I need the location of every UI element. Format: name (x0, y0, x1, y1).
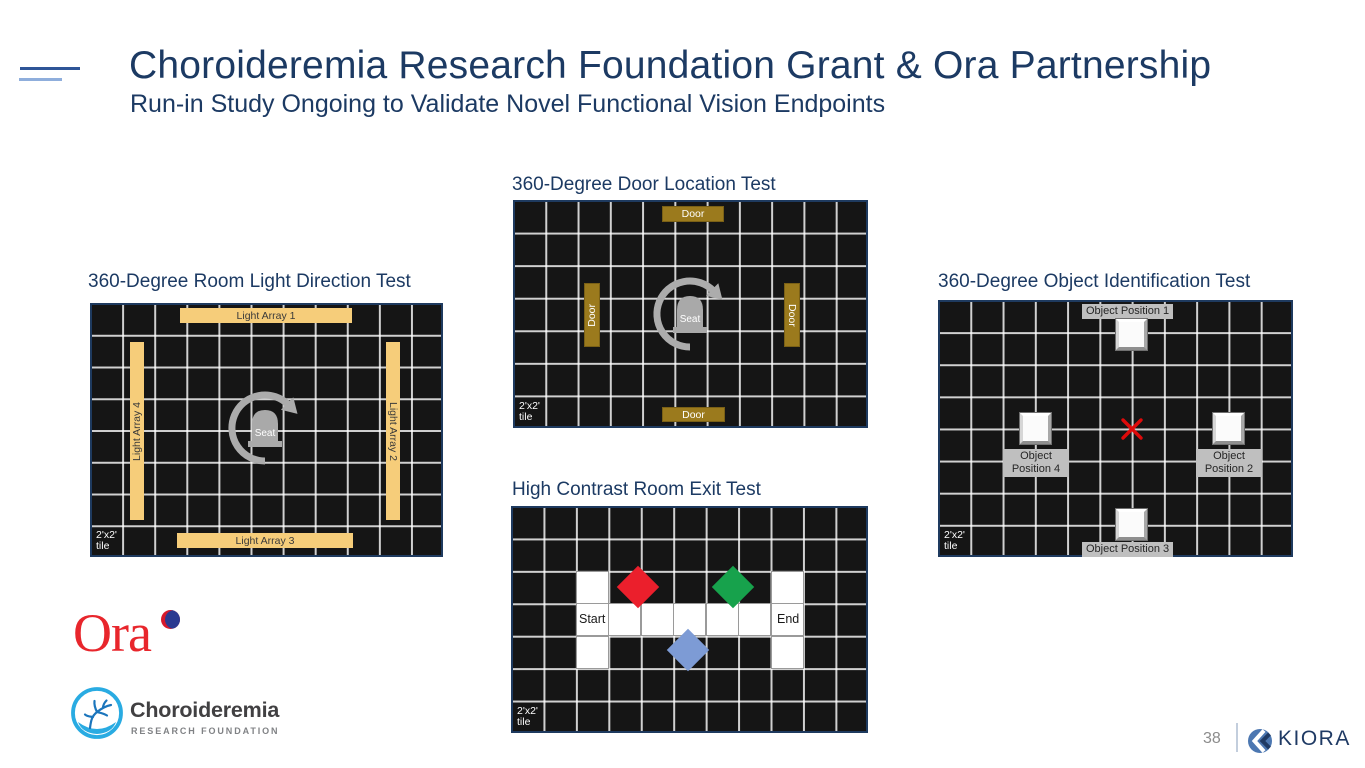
page-subtitle: Run-in Study Ongoing to Validate Novel F… (130, 90, 886, 118)
room-grid-object-identification: Object Position 1 Object Position 2 Obje… (938, 300, 1293, 557)
start-cell: Start (576, 603, 609, 636)
light-array-2-bar: Light Array 2 (386, 342, 400, 520)
footer-divider (1236, 723, 1238, 752)
crf-name: Choroideremia (130, 698, 280, 722)
object-cube-1 (1115, 318, 1148, 351)
path-cell (641, 603, 674, 636)
page-title: Choroideremia Research Foundation Grant … (129, 44, 1212, 87)
kiora-logo-icon (1248, 729, 1272, 753)
seat-shape-icon (677, 296, 703, 329)
path-cell (738, 603, 771, 636)
x-marker-icon (1121, 418, 1143, 440)
crf-subtitle: RESEARCH FOUNDATION (131, 726, 280, 736)
red-diamond-marker (616, 565, 660, 609)
header-accent-line-icon (20, 67, 80, 70)
ora-wordmark: Ora (73, 603, 152, 663)
light-array-3-label: Light Array 3 (235, 534, 295, 547)
light-array-2-label: Light Array 2 (387, 401, 399, 461)
panel-title-room-exit: High Contrast Room Exit Test (512, 479, 761, 500)
tile-size-label: 2'x2' tile (96, 528, 117, 553)
path-cell (576, 571, 609, 604)
page-number: 38 (1203, 730, 1221, 747)
path-cell (771, 571, 804, 604)
path-cell (576, 636, 609, 669)
light-array-1-label: Light Array 1 (236, 309, 296, 322)
rotation-arrowhead-icon (705, 283, 723, 300)
light-array-1-bar: Light Array 1 (180, 308, 352, 323)
start-label: Start (579, 612, 606, 626)
seat-rotation-icon: Seat (653, 277, 723, 351)
tile-size-label: 2'x2' tile (944, 528, 965, 553)
room-grid-door-location: Door Door Door Door Seat 2'x2' tile (513, 200, 868, 428)
crf-logo: Choroideremia RESEARCH FOUNDATION (70, 686, 310, 746)
seat-shape-icon (252, 410, 278, 443)
object-position-3-label: Object Position 3 (1082, 542, 1174, 557)
light-array-4-label: Light Array 4 (131, 401, 143, 461)
ora-logo: Ora (73, 606, 193, 666)
light-array-4-bar: Light Array 4 (130, 342, 144, 520)
object-position-4-label: Object Position 4 (1003, 449, 1069, 477)
green-diamond-marker (711, 565, 755, 609)
ora-dot-icon (161, 610, 180, 629)
rotation-arrowhead-icon (280, 397, 298, 414)
path-cell (771, 636, 804, 669)
object-position-2-label: Object Position 2 (1196, 449, 1262, 477)
panel-title-door-location: 360-Degree Door Location Test (512, 174, 776, 195)
door-right-bar: Door (784, 283, 800, 347)
object-cube-4 (1019, 412, 1052, 445)
crf-vessel-icon (71, 687, 123, 739)
seat-rotation-icon: Seat (228, 391, 298, 465)
room-grid-room-exit: Start End 2'x2' tile (511, 506, 868, 733)
header-accent-line2-icon (19, 78, 62, 81)
door-left-label: Door (586, 303, 598, 327)
door-top-bar: Door (662, 206, 724, 222)
path-cell (608, 603, 641, 636)
tile-size-label: 2'x2' tile (519, 399, 540, 424)
seat-label: Seat (680, 314, 701, 325)
end-cell: End (771, 603, 804, 636)
object-cube-3 (1115, 508, 1148, 541)
end-label: End (777, 612, 800, 626)
door-top-label: Door (681, 208, 705, 220)
door-right-label: Door (786, 303, 798, 327)
light-array-3-bar: Light Array 3 (177, 533, 353, 548)
kiora-wordmark: KIORA (1278, 727, 1351, 750)
room-grid-light-direction: Light Array 1 Light Array 2 Light Array … (90, 303, 443, 557)
object-cube-2 (1212, 412, 1245, 445)
door-bottom-label: Door (682, 408, 705, 421)
panel-title-object-identification: 360-Degree Object Identification Test (938, 271, 1251, 292)
seat-label: Seat (255, 428, 276, 439)
object-position-1-label: Object Position 1 (1082, 304, 1174, 319)
tile-size-label: 2'x2' tile (517, 704, 538, 729)
panel-title-light-direction: 360-Degree Room Light Direction Test (88, 271, 411, 292)
path-cell (706, 603, 739, 636)
door-bottom-bar: Door (662, 407, 725, 422)
door-left-bar: Door (584, 283, 600, 347)
